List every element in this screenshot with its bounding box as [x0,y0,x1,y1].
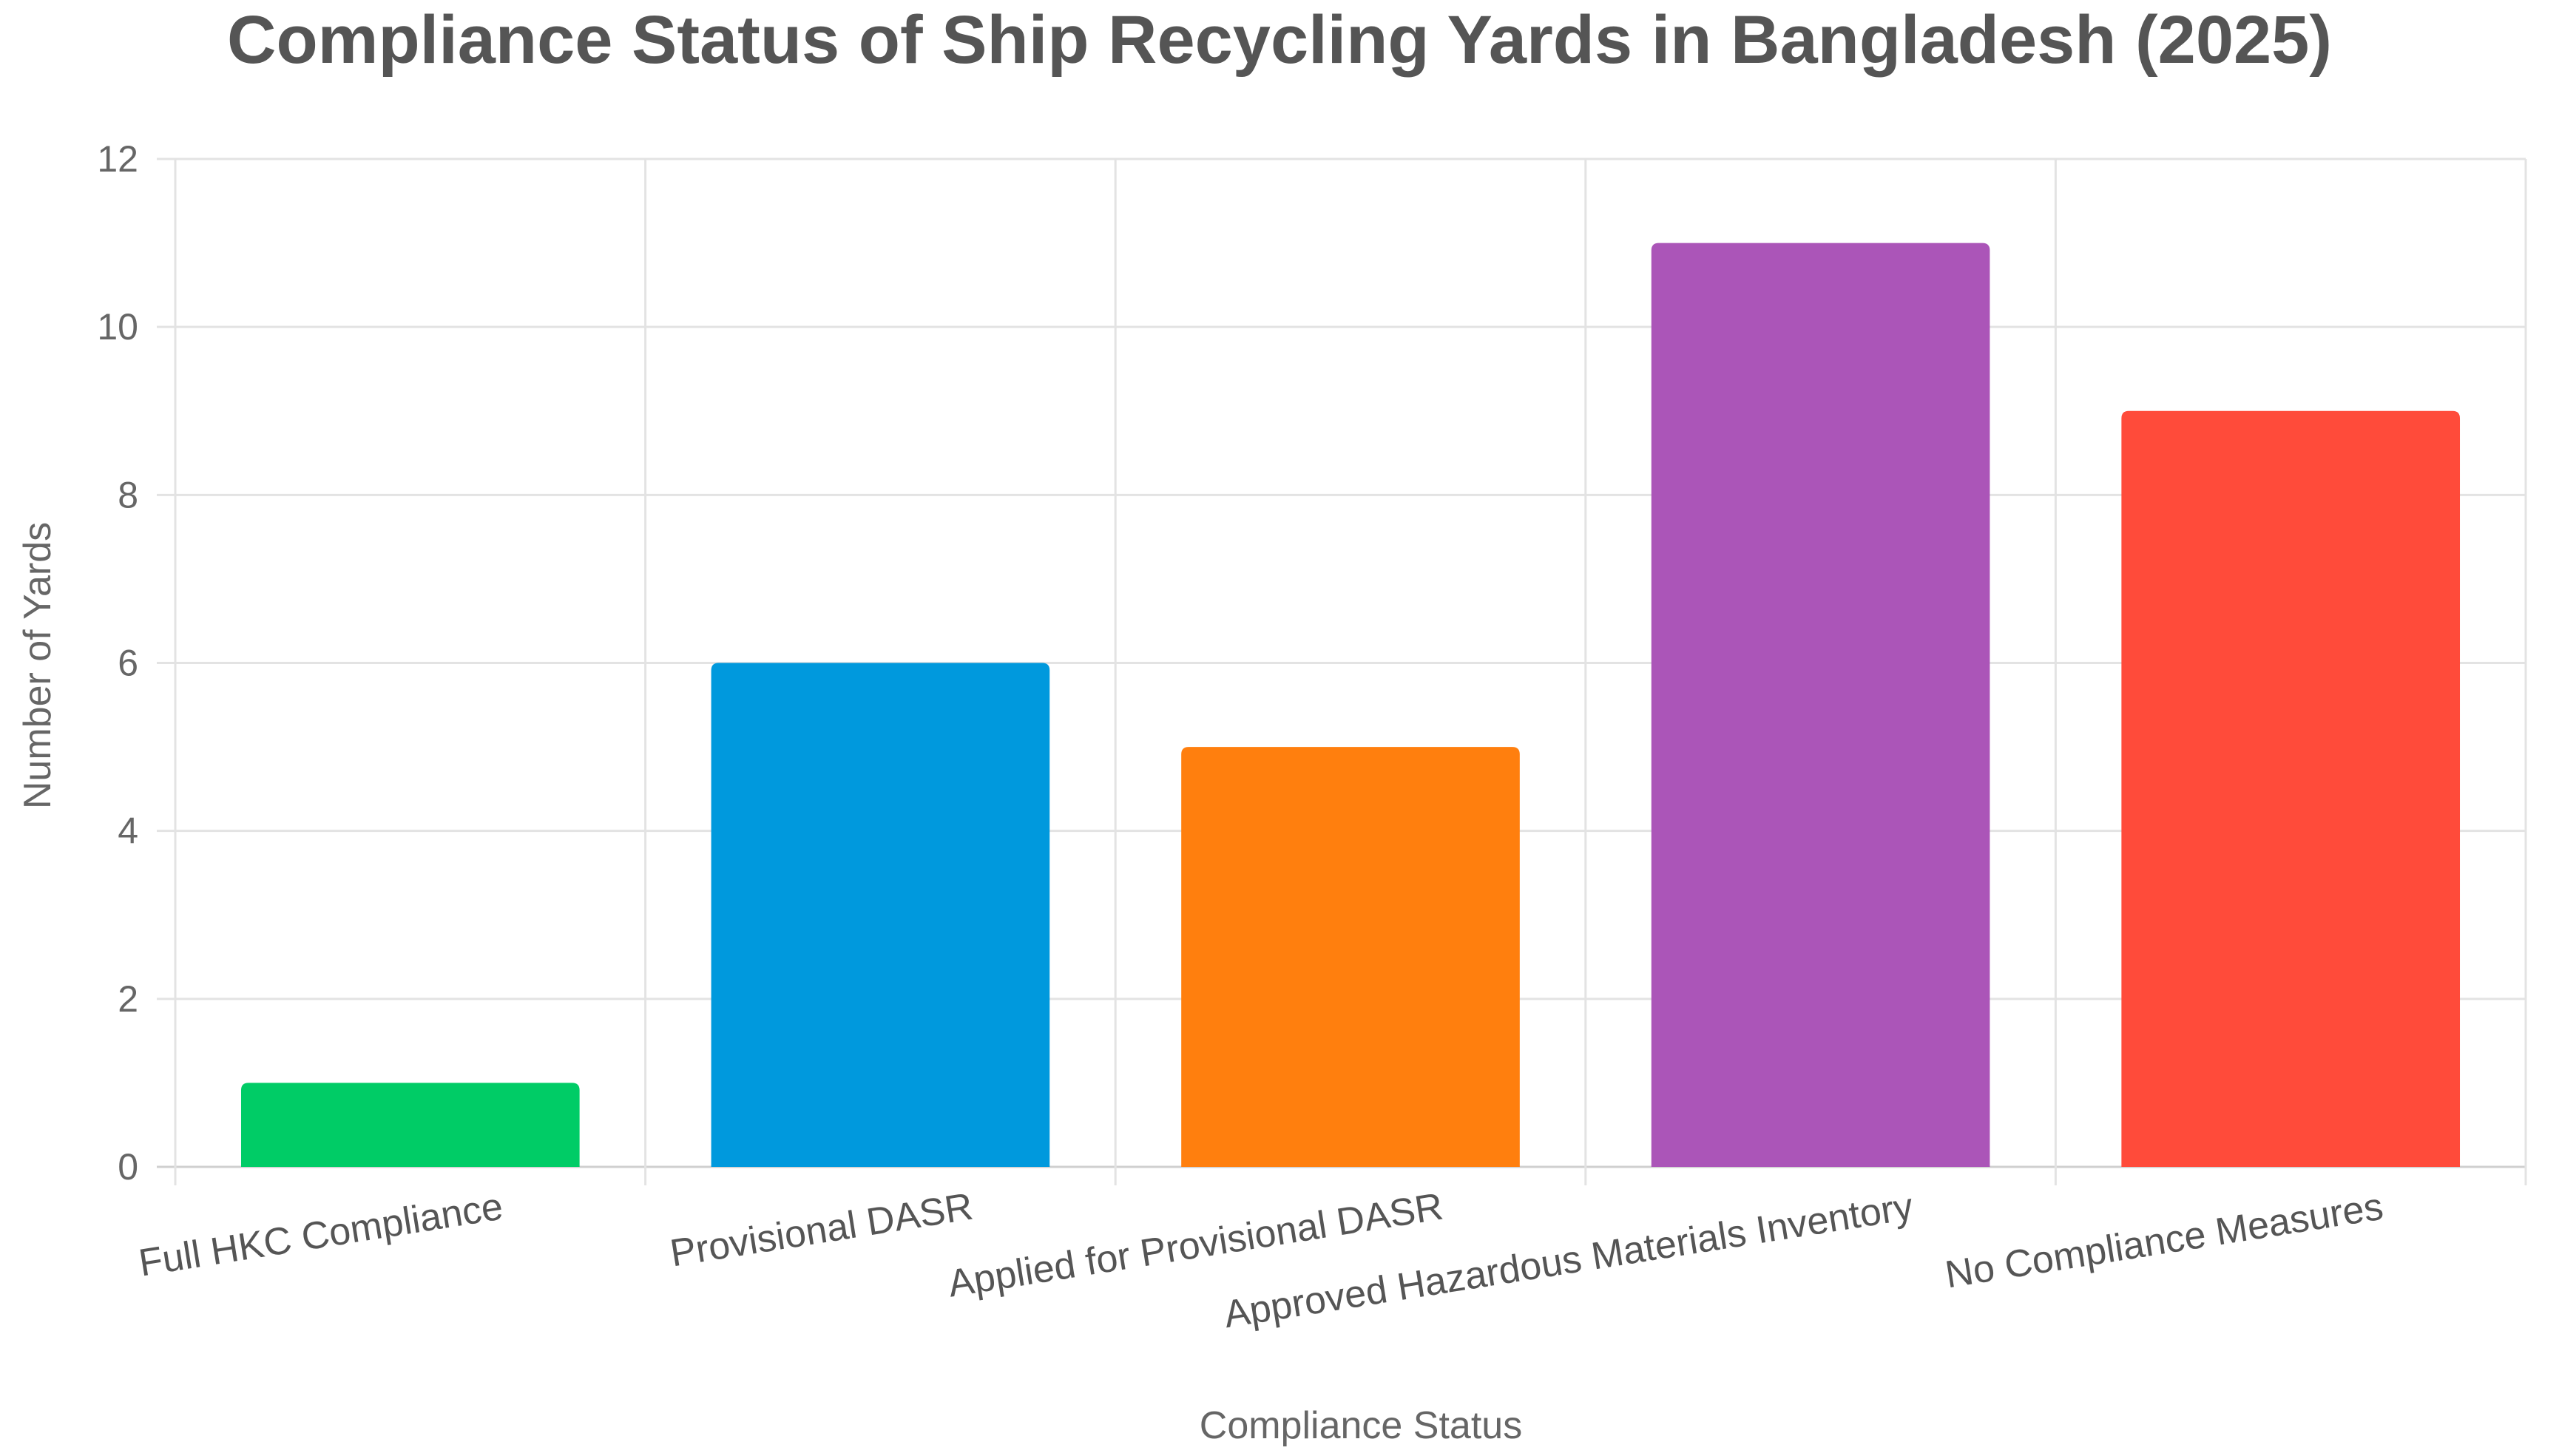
y-tick-label: 4 [118,810,138,852]
x-tick-label: Provisional DASR [667,1185,976,1276]
y-axis-title: Number of Yards [16,522,59,809]
bar [1651,243,1990,1167]
bar [2121,410,2461,1167]
x-tick-label: No Compliance Measures [1942,1185,2386,1297]
bars-layer [240,243,2461,1167]
y-tick-label: 2 [118,978,138,1020]
y-tick-label: 8 [118,474,138,515]
bar [240,1083,580,1167]
grid-layer [157,158,2527,1185]
y-tick-label: 12 [97,138,138,180]
chart-title: Compliance Status of Ship Recycling Yard… [227,2,2332,78]
x-tick-label: Full HKC Compliance [136,1185,506,1285]
x-axis-title: Compliance Status [1200,1404,1522,1447]
y-tick-label: 10 [97,306,138,348]
y-tick-label: 6 [118,643,138,684]
bar [1181,747,1520,1167]
y-tick-label: 0 [118,1146,138,1188]
bar [711,663,1050,1167]
